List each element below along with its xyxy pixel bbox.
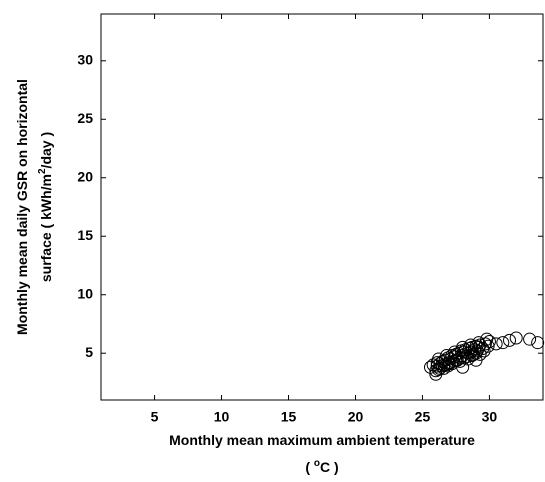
x-tick-label: 5 <box>151 409 159 425</box>
point <box>531 336 545 350</box>
x-tick-label: 30 <box>482 409 498 425</box>
point <box>464 338 478 352</box>
point <box>440 349 454 363</box>
y-label-part: surface ( kWh/m <box>38 174 54 282</box>
y-tick-label: 10 <box>77 285 93 301</box>
point <box>489 337 503 351</box>
point <box>478 337 492 351</box>
y-label-part: /day ) <box>38 132 54 169</box>
point <box>496 336 510 350</box>
y-tick-label: 25 <box>77 110 93 126</box>
point <box>472 336 486 350</box>
point <box>523 332 537 346</box>
point <box>503 333 517 347</box>
y-axis-label: surface ( kWh/m2/day ) <box>37 132 54 282</box>
y-label-line: Monthly mean daily GSR on horizontal <box>14 79 30 335</box>
x-tick-label: 25 <box>415 409 431 425</box>
y-axis-label: Monthly mean daily GSR on horizontal <box>14 79 30 335</box>
x-axis-label: Monthly mean maximum ambient temperature <box>169 432 475 448</box>
x-axis-label: ( oC ) <box>305 458 338 475</box>
point <box>456 360 470 374</box>
point <box>481 339 495 353</box>
point <box>509 331 523 345</box>
point <box>456 340 470 354</box>
point <box>448 345 462 359</box>
point <box>469 353 483 367</box>
x-tick-label: 15 <box>281 409 297 425</box>
x-label-part: C ) <box>320 459 339 475</box>
y-tick-label: 5 <box>85 344 93 360</box>
point <box>465 349 479 363</box>
x-tick-label: 20 <box>348 409 364 425</box>
x-label-superscript: o <box>314 458 320 469</box>
y-tick-label: 20 <box>77 168 93 184</box>
y-tick-label: 30 <box>77 51 93 67</box>
x-label-part: ( <box>305 459 314 475</box>
y-tick-label: 15 <box>77 227 93 243</box>
y-label-superscript: 2 <box>37 168 48 174</box>
x-label-line: Monthly mean maximum ambient temperature <box>169 432 475 448</box>
plot-frame <box>100 13 544 401</box>
point <box>442 357 456 371</box>
point <box>432 352 446 366</box>
x-tick-label: 10 <box>214 409 230 425</box>
